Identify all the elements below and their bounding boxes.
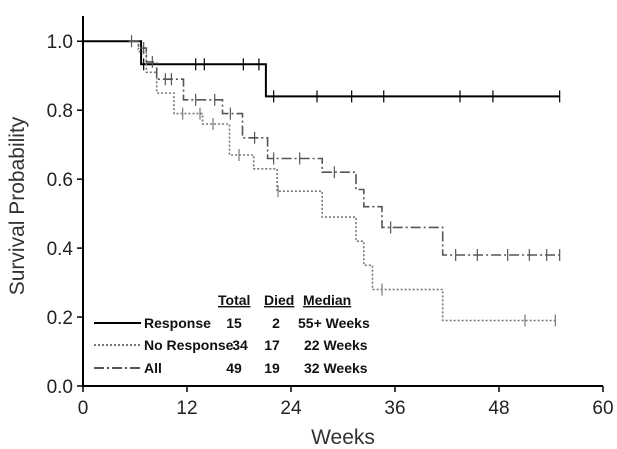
series-line-response [83,40,560,98]
plot-lines [83,35,561,327]
y-tick-label: 0.4 [47,239,74,260]
series-line-all [128,40,560,256]
axes [82,16,603,387]
y-tick-label: 0.2 [47,308,73,329]
x-tick-label: 24 [280,398,302,419]
x-tick-label: 0 [78,398,89,419]
y-tick-label: 0.8 [47,101,73,122]
legend-header-median: Median [303,292,351,308]
ticks: 0 12 24 36 48 60 0.0 0.2 0.4 0.6 0.8 1.0 [47,32,614,419]
y-tick-label: 0.0 [47,377,73,398]
y-tick-label: 0.6 [47,170,73,191]
legend-died-all: 19 [264,360,280,376]
series-line-no-response [128,40,556,322]
legend-header-total: Total [218,292,250,308]
y-axis-title: Survival Probability [6,116,29,295]
legend-total-all: 49 [226,360,242,376]
legend-total-response: 15 [226,315,242,331]
legend-total-no-response: 34 [232,337,248,353]
legend-median-response: 55+ Weeks [298,315,370,331]
legend-median-no-response: 22 Weeks [304,337,368,353]
legend-label-all: All [144,360,162,376]
x-tick-label: 60 [592,398,613,419]
legend-label-no-response: No Response [144,337,234,353]
legend-median-all: 32 Weeks [304,360,368,376]
x-tick-label: 36 [384,398,405,419]
legend-died-response: 2 [272,315,280,331]
x-tick-label: 12 [176,398,197,419]
legend: Total Died Median Response 15 2 55+ Week… [94,292,370,376]
legend-header-died: Died [264,292,294,308]
y-tick-label: 1.0 [47,32,73,53]
x-axis-title: Weeks [311,426,375,449]
x-tick-label: 48 [488,398,509,419]
legend-died-no-response: 17 [264,337,280,353]
legend-label-response: Response [144,315,211,331]
